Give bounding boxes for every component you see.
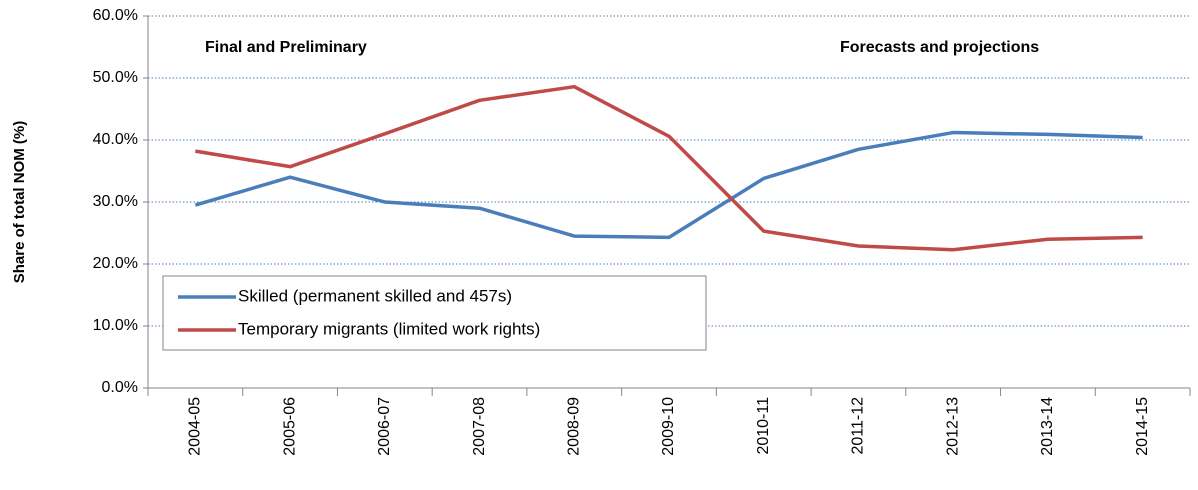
y-tick-label: 50.0% [93, 69, 138, 86]
x-tick-label: 2006-07 [376, 397, 393, 456]
y-tick-label: 0.0% [102, 379, 138, 396]
y-tick-label: 20.0% [93, 255, 138, 272]
legend-label: Skilled (permanent skilled and 457s) [238, 286, 512, 305]
x-tick-label: 2004-05 [187, 397, 204, 456]
x-tick-label: 2007-08 [471, 397, 488, 456]
x-tick-label: 2012-13 [944, 397, 961, 456]
y-tick-label: 60.0% [93, 7, 138, 24]
x-tick-label: 2008-09 [565, 397, 582, 456]
line [194, 130, 1143, 240]
x-tick-label: 2010-11 [755, 397, 772, 455]
y-tick-label: 40.0% [93, 131, 138, 148]
legend-label: Temporary migrants (limited work rights) [238, 319, 540, 338]
y-tick-label: 30.0% [93, 193, 138, 210]
x-tick-label: 2009-10 [660, 397, 677, 456]
y-axis-label: Share of total NOM (%) [11, 121, 28, 284]
legend-box [162, 275, 707, 351]
x-tick-label: 2013-14 [1039, 397, 1056, 456]
x-tick-label: 2011-12 [850, 397, 867, 455]
annotation: Forecasts and projections [840, 39, 1039, 56]
x-tick-label: 2005-06 [281, 397, 298, 456]
annotation: Final and Preliminary [205, 39, 367, 56]
x-tick-label: 2014-15 [1134, 397, 1151, 456]
line [195, 84, 1143, 252]
y-tick-label: 10.0% [93, 317, 138, 334]
